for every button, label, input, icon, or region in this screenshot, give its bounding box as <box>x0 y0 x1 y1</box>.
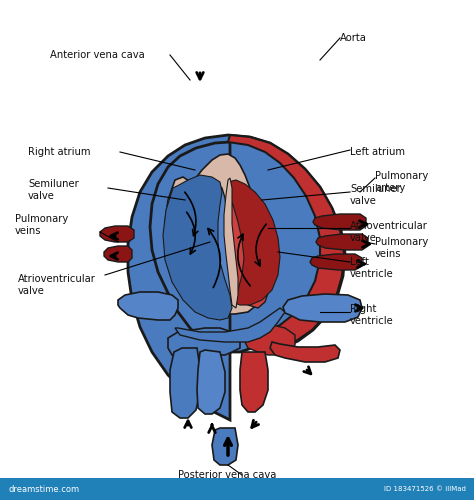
Polygon shape <box>175 308 285 342</box>
Polygon shape <box>228 135 344 351</box>
Polygon shape <box>0 478 474 500</box>
Polygon shape <box>316 234 368 250</box>
Polygon shape <box>313 214 366 230</box>
Polygon shape <box>118 292 178 320</box>
Text: Atrioventricular
valve: Atrioventricular valve <box>350 221 428 243</box>
Text: Pulmonary
veins: Pulmonary veins <box>15 214 68 236</box>
Text: Semiluner
valve: Semiluner valve <box>350 184 401 206</box>
Polygon shape <box>224 178 238 308</box>
Text: Right atrium: Right atrium <box>28 147 91 157</box>
Polygon shape <box>100 226 134 242</box>
Text: ID 183471526 © illMad: ID 183471526 © illMad <box>384 486 466 492</box>
Polygon shape <box>228 202 270 308</box>
Polygon shape <box>197 350 225 414</box>
Text: Posterior vena cava: Posterior vena cava <box>178 470 276 480</box>
Polygon shape <box>104 246 132 262</box>
Text: Anterior vena cava: Anterior vena cava <box>50 50 145 60</box>
Text: Semiluner
valve: Semiluner valve <box>28 179 79 201</box>
Text: Right
ventricle: Right ventricle <box>350 304 394 326</box>
Polygon shape <box>172 180 238 308</box>
Text: Left atrium: Left atrium <box>350 147 405 157</box>
Polygon shape <box>212 428 238 465</box>
Polygon shape <box>168 328 240 355</box>
Polygon shape <box>228 180 280 305</box>
Polygon shape <box>283 294 362 322</box>
Polygon shape <box>165 154 268 314</box>
Polygon shape <box>163 175 232 320</box>
Polygon shape <box>240 352 268 412</box>
Text: Pulmonary
artery: Pulmonary artery <box>375 171 428 193</box>
Polygon shape <box>270 342 340 362</box>
Text: Aorta: Aorta <box>340 33 367 43</box>
Polygon shape <box>170 348 200 418</box>
Text: dreamstime.com: dreamstime.com <box>8 484 79 494</box>
Text: Left
ventricle: Left ventricle <box>350 257 394 279</box>
Text: Atrioventricular
valve: Atrioventricular valve <box>18 274 96 296</box>
Polygon shape <box>128 135 345 420</box>
Polygon shape <box>245 325 295 355</box>
Text: Pulmonary
veins: Pulmonary veins <box>375 237 428 259</box>
Polygon shape <box>310 254 362 270</box>
